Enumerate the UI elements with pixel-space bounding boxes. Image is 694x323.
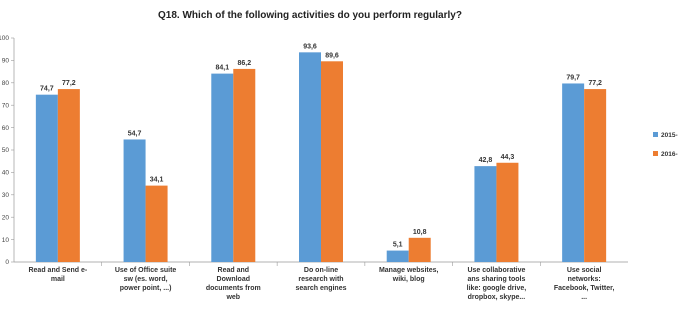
category-label: Read and Send e- <box>28 267 87 274</box>
bar-2016-0 <box>57 89 80 263</box>
y-tick-label: 20 <box>2 214 10 221</box>
data-label: 42,8 <box>479 157 493 164</box>
bars <box>35 52 607 263</box>
y-tick-label: 100 <box>0 35 9 42</box>
data-label: 93,6 <box>303 43 317 50</box>
category-label: research with <box>298 276 343 283</box>
category-label: Facebook, Twitter, <box>554 285 615 292</box>
data-label: 77,2 <box>62 80 76 87</box>
data-label: 54,7 <box>128 130 142 137</box>
data-label: 10,8 <box>413 229 427 236</box>
bar-2016-4 <box>408 237 431 262</box>
y-tick-label: 40 <box>2 170 10 177</box>
category-label: Manage websites, <box>379 267 439 274</box>
category-label: Use social <box>567 267 602 274</box>
category-labels: Read and Send e-mail Use of Office suite s… <box>28 267 614 301</box>
bar-2015-3 <box>299 52 321 262</box>
category-label: mail <box>51 276 65 283</box>
data-labels: 74,7 77,2 54,7 34,1 84,1 86,2 93,6 89,6 5,1 10,8 4… <box>40 43 602 248</box>
bar-2016-1 <box>145 185 168 262</box>
bar-2015-5 <box>474 166 497 262</box>
category-label: wiki, blog <box>392 276 425 283</box>
data-label: 79,7 <box>566 74 580 81</box>
bar-2015-1 <box>123 139 146 262</box>
data-label: 84,1 <box>215 65 229 72</box>
data-label: 77,2 <box>588 80 602 87</box>
data-label: 34,1 <box>150 177 164 184</box>
bar-2015-0 <box>35 94 58 262</box>
bar-2015-4 <box>386 250 409 262</box>
data-label: 5,1 <box>393 242 403 249</box>
data-label: 89,6 <box>325 52 339 59</box>
y-tick-label: 50 <box>2 147 10 154</box>
legend-label: 2016- <box>661 151 678 158</box>
category-label: ans sharing tools <box>467 276 525 283</box>
data-label: 44,3 <box>501 154 515 161</box>
category-label: Do on-line <box>304 267 338 274</box>
data-label: 86,2 <box>237 60 251 67</box>
category-label: Download <box>217 276 250 283</box>
chart-title: Q18. Which of the following activities d… <box>158 10 462 21</box>
category-label: Use collaborative <box>467 267 525 274</box>
bar-2015-2 <box>211 73 234 262</box>
category-label: Use of Office suite <box>115 267 177 274</box>
category-label: sw (es. word, <box>124 276 168 283</box>
legend: 2015- 2016- <box>653 132 678 158</box>
legend-label: 2015- <box>661 132 678 139</box>
category-label: ... <box>581 294 587 301</box>
y-tick-label: 30 <box>2 192 10 199</box>
data-label: 74,7 <box>40 86 54 93</box>
y-tick-label: 10 <box>2 237 10 244</box>
bar-2016-6 <box>584 89 607 263</box>
y-tick-label: 60 <box>2 125 10 132</box>
legend-swatch <box>653 151 658 156</box>
category-label: power point, ...) <box>120 285 172 292</box>
y-tick-label: 80 <box>2 80 10 87</box>
category-label: networks: <box>568 276 601 283</box>
bar-2016-5 <box>496 162 519 262</box>
legend-swatch <box>653 132 658 137</box>
y-tick-label: 70 <box>2 102 10 109</box>
bar-2015-6 <box>562 83 585 262</box>
category-label: like: google drive, <box>467 285 527 292</box>
category-label: Read and <box>218 267 250 274</box>
y-tick-label: 90 <box>2 58 10 65</box>
category-label: documents from <box>206 285 261 292</box>
category-label: dropbox, skype... <box>468 294 526 301</box>
category-label: web <box>225 294 240 301</box>
bar-2016-2 <box>233 68 256 262</box>
bar-2016-3 <box>321 61 343 262</box>
category-label: search engines <box>296 285 347 292</box>
y-tick-label: 0 <box>5 259 9 266</box>
